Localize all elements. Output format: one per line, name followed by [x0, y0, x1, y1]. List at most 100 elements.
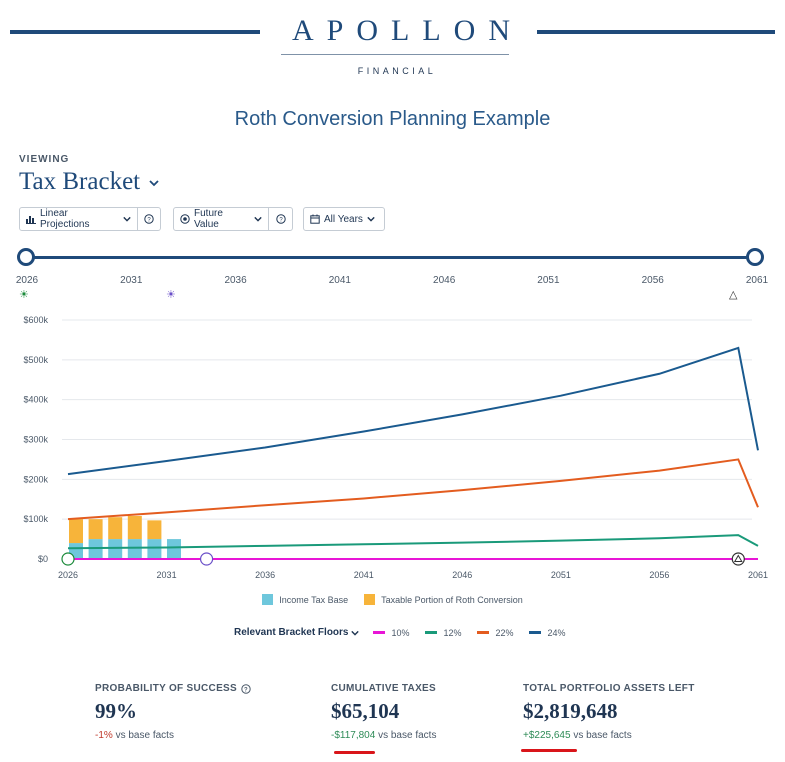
view-selector[interactable]: Tax Bracket	[19, 168, 159, 196]
y-tick-label: $300k	[23, 435, 48, 445]
retirement-marker-icon	[61, 552, 75, 566]
legend-income-label: Income Tax Base	[279, 594, 349, 605]
chevron-down-icon	[350, 630, 359, 636]
legend-roth-label: Taxable Portion of Roth Conversion	[381, 594, 523, 605]
timeline-tick-label: 2061	[745, 275, 769, 286]
bracket-22-swatch	[476, 631, 489, 634]
x-tick-label: 2056	[649, 570, 669, 580]
help-icon: ?	[144, 214, 154, 224]
legend-bracket-24[interactable]: 24%	[528, 628, 566, 638]
value-mode-dropdown[interactable]: Future Value	[174, 208, 268, 230]
coin-icon	[180, 214, 190, 224]
years-control: All Years	[303, 207, 385, 231]
probability-label: PROBABILITY OF SUCCESS	[95, 683, 237, 694]
social-security-event-icon[interactable]: ☀	[166, 289, 176, 301]
portfolio-assets-value: $2,819,648	[523, 699, 618, 723]
chevron-down-icon	[367, 216, 375, 222]
brand-subtitle: FINANCIAL	[357, 66, 437, 76]
brand-divider	[281, 54, 509, 55]
x-tick-label: 2041	[354, 570, 374, 580]
timeline-tick-label: 2041	[328, 275, 351, 286]
projection-help-button[interactable]: ?	[137, 208, 160, 230]
taxable-roth-conversion-bar	[147, 520, 162, 540]
cumulative-taxes-delta-suffix: vs base facts	[378, 730, 437, 741]
taxable-roth-conversion-bar	[69, 519, 83, 544]
svg-text:?: ?	[244, 687, 248, 693]
bracket-22-label: 22%	[495, 627, 514, 638]
bracket-24-line	[67, 346, 759, 476]
stat-probability-of-success: PROBABILITY OF SUCCESS ? 99% -1% vs base…	[95, 683, 251, 741]
legend-bracket-10[interactable]: 10%	[372, 628, 410, 638]
probability-delta-value: -1%	[95, 730, 113, 741]
cumulative-taxes-delta-value: -$117,804	[331, 730, 376, 741]
probability-delta-suffix: vs base facts	[115, 730, 174, 741]
value-mode-control: Future Value ?	[173, 207, 293, 231]
x-tick-label: 2026	[58, 570, 78, 580]
legend-taxable-roth[interactable]: Taxable Portion of Roth Conversion	[364, 594, 523, 605]
timeline-start-handle[interactable]	[17, 248, 35, 266]
annotation-underline	[521, 749, 577, 752]
stat-cumulative-taxes: CUMULATIVE TAXES $65,104 -$117,804 vs ba…	[331, 683, 436, 741]
timeline-tick-label: 2036	[224, 275, 247, 286]
y-tick-label: $400k	[23, 395, 48, 405]
bracket-12-line	[67, 534, 759, 550]
view-selector-value: Tax Bracket	[19, 168, 141, 195]
years-dropdown[interactable]: All Years	[304, 208, 384, 230]
viewing-label: VIEWING	[19, 154, 70, 165]
brand-logo: APOLLON FINANCIAL	[280, 14, 510, 76]
cumulative-taxes-value: $65,104	[331, 699, 400, 723]
calendar-icon	[310, 214, 320, 224]
tax-bracket-chart: $0 $100k $200k $300k $400k $500k $600k 2026 2031…	[23, 315, 768, 580]
y-tick-label: $600k	[23, 315, 48, 325]
roth-swatch	[364, 594, 376, 605]
bracket-10-swatch	[372, 631, 385, 634]
header-rule-left	[10, 30, 260, 34]
portfolio-assets-delta-value: +$225,645	[523, 730, 571, 741]
bracket-24-swatch	[528, 631, 541, 634]
income-tax-base-bar	[108, 539, 123, 559]
cumulative-taxes-delta: -$117,804 vs base facts	[331, 730, 436, 741]
bar-chart-icon	[26, 215, 36, 224]
bracket-floors-label: Relevant Bracket Floors	[234, 627, 349, 638]
x-tick-label: 2046	[452, 570, 472, 580]
page-title: Roth Conversion Planning Example	[234, 108, 551, 130]
stat-label: TOTAL PORTFOLIO ASSETS LEFT	[523, 683, 695, 694]
x-tick-label: 2031	[157, 570, 177, 580]
x-tick-label: 2036	[255, 570, 275, 580]
portfolio-assets-label: TOTAL PORTFOLIO ASSETS LEFT	[523, 683, 695, 694]
help-icon[interactable]: ?	[241, 683, 251, 694]
timeline-end-handle[interactable]	[746, 248, 764, 266]
retirement-event-icon[interactable]: ☀	[19, 289, 29, 301]
timeline-tick-label: 2056	[641, 275, 664, 286]
projection-dropdown[interactable]: Linear Projections	[20, 208, 137, 230]
bracket-12-swatch	[424, 631, 437, 634]
y-tick-label: $500k	[23, 355, 48, 365]
x-tick-label: 2061	[748, 570, 768, 580]
chevron-down-icon	[254, 216, 263, 222]
portfolio-assets-delta: +$225,645 vs base facts	[523, 730, 695, 741]
legend-bracket-12[interactable]: 12%	[424, 628, 462, 638]
legend-bracket-22[interactable]: 22%	[476, 627, 514, 638]
income-swatch	[262, 594, 274, 605]
income-tax-base-bar	[167, 539, 181, 559]
y-tick-label: $100k	[23, 514, 48, 524]
stat-total-portfolio-assets: TOTAL PORTFOLIO ASSETS LEFT $2,819,648 +…	[523, 683, 695, 741]
timeline-tick-label: 2031	[120, 275, 143, 286]
cumulative-taxes-label: CUMULATIVE TAXES	[331, 683, 436, 694]
taxable-roth-conversion-bar	[108, 517, 123, 540]
y-tick-label: $0	[38, 554, 48, 564]
projection-label: Linear Projections	[40, 208, 90, 230]
timeline-track[interactable]	[26, 256, 756, 259]
years-label: All Years	[324, 213, 363, 225]
projection-control: Linear Projections ?	[19, 207, 161, 231]
annotation-underline	[334, 751, 375, 754]
legend-income-tax-base[interactable]: Income Tax Base	[262, 594, 348, 605]
value-mode-help-button[interactable]: ?	[268, 208, 292, 230]
brand-name: APOLLON	[292, 14, 523, 47]
taxable-roth-conversion-bar	[88, 519, 103, 540]
taxable-roth-conversion-bar	[127, 515, 142, 540]
end-of-plan-event-icon[interactable]: △	[729, 289, 738, 301]
bracket-floors-dropdown[interactable]: Relevant Bracket Floors	[234, 627, 359, 638]
svg-text:?: ?	[148, 218, 152, 224]
probability-delta: -1% vs base facts	[95, 730, 251, 741]
